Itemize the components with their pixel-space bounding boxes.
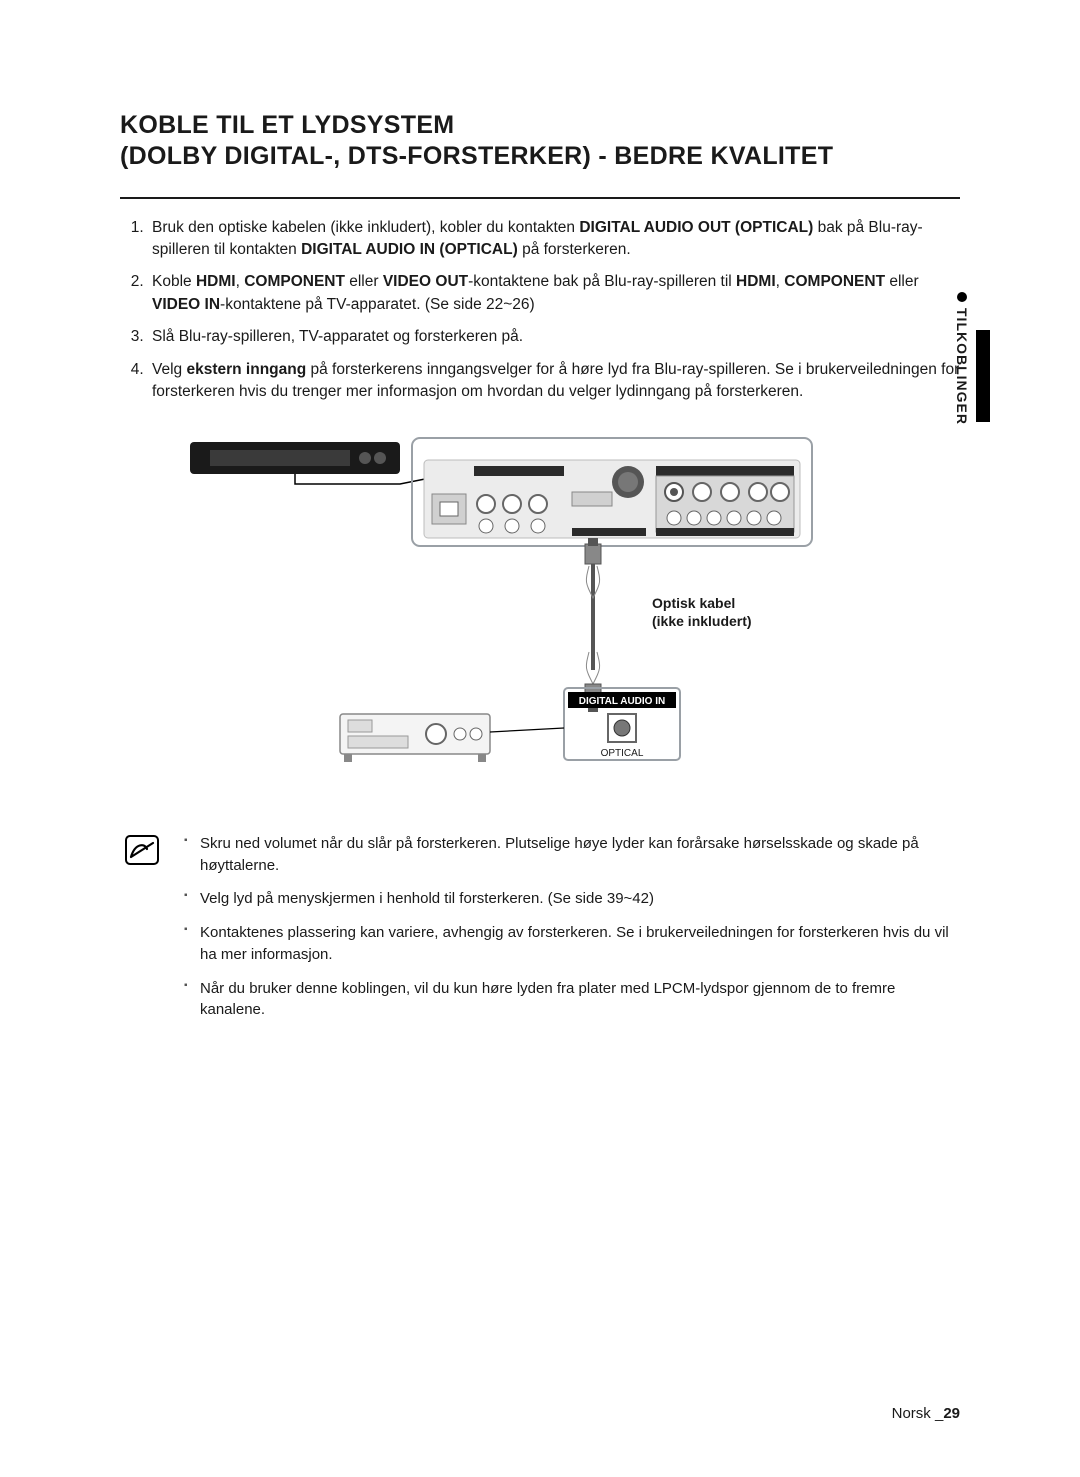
title-line-1: KOBLE TIL ET LYDSYSTEM	[120, 111, 454, 139]
side-tab-bar	[976, 330, 990, 422]
note-2: Velg lyd på menyskjermen i henhold til f…	[184, 888, 960, 910]
optical-cable-icon	[585, 538, 601, 712]
cable-label: Optisk kabel (ikke inkludert)	[652, 595, 752, 629]
note-3: Kontaktenes plassering kan variere, avhe…	[184, 922, 960, 966]
step-1: Bruk den optiske kabelen (ikke inkludert…	[148, 217, 960, 262]
digital-audio-in-box: DIGITAL AUDIO IN OPTICAL	[564, 688, 680, 760]
cable-label-2: (ikke inkludert)	[652, 613, 752, 629]
step-4: Velg ekstern inngang på forsterkerens in…	[148, 359, 960, 404]
diagram-svg: Optisk kabel (ikke inkludert) DIGITAL AU…	[180, 432, 820, 792]
steps-list: Bruk den optiske kabelen (ikke inkludert…	[148, 217, 960, 404]
footer-language: Norsk _	[892, 1405, 944, 1422]
connection-diagram: Optisk kabel (ikke inkludert) DIGITAL AU…	[180, 432, 820, 797]
title-line-2: (DOLBY DIGITAL-, DTS-FORSTERKER) - BEDRE…	[120, 142, 833, 170]
notes-list: Skru ned volumet når du slår på forsterk…	[184, 833, 960, 1033]
side-tab-dot-icon	[957, 292, 967, 302]
rear-panel-icon	[412, 438, 812, 546]
amplifier-icon	[340, 714, 564, 762]
step-3: Slå Blu-ray-spilleren, TV-apparatet og f…	[148, 326, 960, 348]
page-title: KOBLE TIL ET LYDSYSTEM (DOLBY DIGITAL-, …	[120, 110, 960, 173]
footer-page-number: 29	[943, 1405, 960, 1422]
page-footer: Norsk _29	[892, 1405, 960, 1422]
manual-page: KOBLE TIL ET LYDSYSTEM (DOLBY DIGITAL-, …	[0, 0, 1080, 1477]
optical-label: OPTICAL	[601, 748, 644, 759]
notes-block: Skru ned volumet når du slår på forsterk…	[120, 833, 960, 1033]
note-icon	[125, 835, 159, 865]
section-side-tab: TILKOBLINGER	[954, 292, 970, 425]
cable-label-1: Optisk kabel	[652, 595, 735, 611]
title-divider	[120, 197, 960, 199]
digital-in-label: DIGITAL AUDIO IN	[579, 696, 665, 707]
step-2: Koble HDMI, COMPONENT eller VIDEO OUT-ko…	[148, 271, 960, 316]
note-4: Når du bruker denne koblingen, vil du ku…	[184, 978, 960, 1022]
note-1: Skru ned volumet når du slår på forsterk…	[184, 833, 960, 877]
side-tab-label: TILKOBLINGER	[954, 308, 970, 425]
